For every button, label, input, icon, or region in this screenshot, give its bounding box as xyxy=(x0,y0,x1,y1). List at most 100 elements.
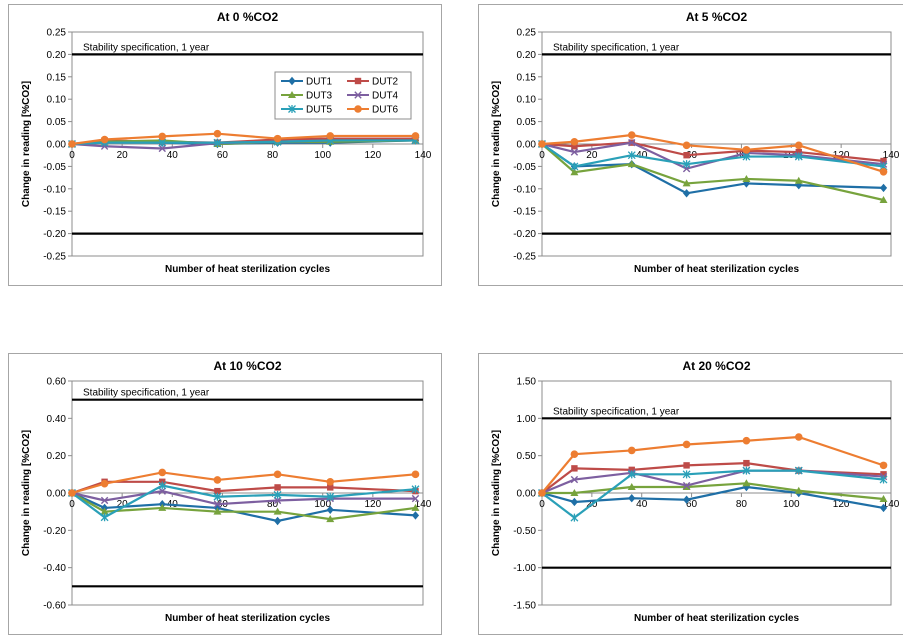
y-axis-label: Change in reading [%CO2] xyxy=(21,81,32,207)
data-point xyxy=(68,489,76,497)
data-point xyxy=(158,144,166,153)
data-point xyxy=(879,475,888,484)
y-tick-label: 0.25 xyxy=(517,28,537,39)
y-tick-label: -0.05 xyxy=(513,162,536,173)
x-tick-label: 0 xyxy=(539,499,545,510)
legend-label: DUT5 xyxy=(306,105,333,116)
y-tick-label: -0.25 xyxy=(43,252,66,263)
data-point xyxy=(742,146,751,154)
x-tick-label: 60 xyxy=(217,150,229,161)
y-tick-label: 1.00 xyxy=(517,414,537,425)
data-point xyxy=(68,140,76,148)
x-tick-label: 140 xyxy=(415,499,432,510)
data-point xyxy=(411,470,420,479)
data-point xyxy=(627,446,636,455)
data-point xyxy=(213,500,222,508)
series-dut6 xyxy=(538,131,888,176)
y-tick-label: -0.20 xyxy=(43,229,66,240)
data-point xyxy=(627,483,636,491)
data-point xyxy=(570,168,579,176)
data-point xyxy=(682,160,691,169)
x-tick-label: 120 xyxy=(365,499,382,510)
x-tick-label: 140 xyxy=(883,150,900,161)
chart-title: At 5 %CO2 xyxy=(686,10,748,24)
data-point xyxy=(273,516,282,526)
data-point xyxy=(213,492,222,501)
data-point xyxy=(570,497,579,507)
data-point xyxy=(158,487,166,495)
chart-panel-0: At 0 %CO2 0.25 0.20 0.15 0.10 0.05 0.00 -0.05 -0… xyxy=(8,4,442,286)
legend-marker xyxy=(354,77,362,85)
chart-panel-2: At 10 %CO2 0.60 0.40 0.20 0.00 -0.20 -0.40 -0.6… xyxy=(8,353,442,635)
data-point xyxy=(879,461,888,470)
data-point xyxy=(880,157,887,165)
data-point xyxy=(682,481,691,490)
x-tick-label: 100 xyxy=(314,150,331,161)
y-tick-label: -0.40 xyxy=(43,563,66,574)
data-point xyxy=(570,450,579,458)
data-point xyxy=(100,513,109,522)
data-point xyxy=(327,484,334,491)
legend-marker xyxy=(354,105,362,113)
legend-item-dut4: DUT4 xyxy=(347,91,399,102)
legend-item-dut2: DUT2 xyxy=(347,77,399,88)
data-point xyxy=(273,134,282,143)
series-dut3 xyxy=(538,140,888,203)
data-point xyxy=(213,476,222,484)
data-point xyxy=(879,494,888,502)
data-point xyxy=(627,151,636,160)
chart-panel-3: At 20 %CO2 1.50 1.00 0.50 0.00 -0.50 -1.00 -1.5… xyxy=(478,353,903,635)
x-tick-label: 60 xyxy=(686,499,698,510)
spec-label: Stability specification, 1 year xyxy=(553,406,680,417)
chart-title: At 20 %CO2 xyxy=(682,359,750,373)
y-tick-label: 0.00 xyxy=(47,489,67,500)
x-axis-label: Number of heat sterilization cycles xyxy=(165,264,330,275)
y-tick-label: -0.05 xyxy=(43,162,66,173)
data-point xyxy=(570,513,579,522)
legend: DUT1 DUT2 DUT3 DUT4 DUT5 DUT6 xyxy=(274,71,412,120)
chart-3: At 20 %CO2 1.50 1.00 0.50 0.00 -0.50 -1.00 -1.5… xyxy=(491,359,900,624)
y-tick-label: 1.50 xyxy=(517,377,537,388)
x-tick-label: 80 xyxy=(267,499,279,510)
x-tick-label: 120 xyxy=(833,499,850,510)
legend-label: DUT4 xyxy=(372,91,399,102)
y-tick-label: 0.00 xyxy=(517,140,537,151)
data-point xyxy=(682,179,691,187)
data-point xyxy=(742,436,751,445)
data-point xyxy=(570,475,579,484)
y-axis-label: Change in reading [%CO2] xyxy=(491,430,502,556)
chart-title: At 10 %CO2 xyxy=(213,359,281,373)
x-tick-label: 100 xyxy=(314,499,331,510)
data-point xyxy=(158,468,167,477)
y-tick-label: 0.20 xyxy=(47,451,67,462)
data-point xyxy=(742,466,751,475)
legend-item-dut5: DUT5 xyxy=(281,105,333,116)
chart-0: At 0 %CO2 0.25 0.20 0.15 0.10 0.05 0.00 -0.05 -0… xyxy=(21,10,432,275)
data-point xyxy=(100,479,109,488)
spec-label: Stability specification, 1 year xyxy=(83,388,210,399)
y-tick-label: 0.05 xyxy=(47,117,67,128)
y-tick-label: -1.00 xyxy=(513,563,536,574)
data-point xyxy=(411,485,420,494)
chart-panel-1: At 5 %CO2 0.25 0.20 0.15 0.10 0.05 0.00 -0.05 -0… xyxy=(478,4,903,286)
legend-label: DUT2 xyxy=(372,77,399,88)
data-point xyxy=(273,507,282,515)
data-point xyxy=(274,484,281,491)
data-point xyxy=(628,466,635,474)
y-tick-label: -0.10 xyxy=(513,184,536,195)
data-point xyxy=(794,152,803,161)
data-point xyxy=(326,505,334,514)
y-tick-label: 0.10 xyxy=(517,95,537,106)
data-point xyxy=(627,470,636,479)
data-point xyxy=(158,481,167,490)
y-tick-label: 0.15 xyxy=(47,72,67,83)
data-point xyxy=(326,515,335,523)
data-point xyxy=(742,152,751,161)
data-point xyxy=(411,132,420,140)
series-line xyxy=(542,482,884,501)
x-tick-label: 0 xyxy=(69,150,75,161)
data-point xyxy=(880,471,887,478)
data-point xyxy=(213,507,222,515)
x-tick-label: 40 xyxy=(167,150,179,161)
data-point xyxy=(682,189,691,198)
